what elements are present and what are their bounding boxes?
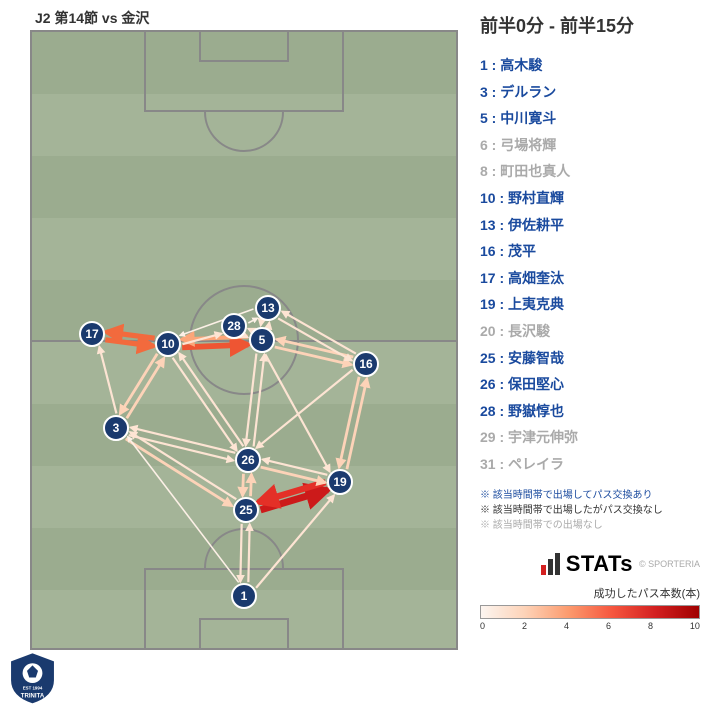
pass-edge [248,318,257,323]
player-item-19: 19 : 上夷克典 [480,291,700,318]
player-node-17: 17 [79,321,105,347]
player-node-13: 13 [255,295,281,321]
copyright: © SPORTERIA [639,559,700,569]
team-logo: EST 1994 TRINITA [5,650,60,705]
pass-edge [256,370,352,448]
pass-edge [248,329,251,330]
pass-edge [265,354,330,471]
player-node-1: 1 [231,583,257,609]
player-item-17: 17 : 高畑奎汰 [480,265,700,292]
colorbar-tick: 8 [648,621,653,631]
colorbar-tick: 4 [564,621,569,631]
main-container: J2 第14節 vs 金沢 1351013161719252628 EST 19… [0,0,710,720]
pass-edge [106,332,154,338]
colorbar-ticks: 0 2 4 6 8 10 [480,621,700,631]
svg-text:EST 1994: EST 1994 [23,686,43,691]
stats-brand: STATs © SPORTERIA [480,551,700,577]
player-item-3: 3 : デルラン [480,79,700,106]
pitch-area: J2 第14節 vs 金沢 1351013161719252628 EST 19… [0,0,470,720]
player-node-25: 25 [233,497,259,523]
stats-text: STATs [566,551,633,577]
pass-edge [105,340,153,346]
player-item-1: 1 : 高木駿 [480,52,700,79]
pass-edge [278,318,352,360]
colorbar-label: 成功したパス本数(本) [480,585,700,601]
player-node-16: 16 [353,351,379,377]
pass-edge [245,336,248,337]
pass-edge [269,322,270,326]
legend-note-nopass: ※ 該当時間帯で出場したがパス交換なし [480,503,700,518]
colorbar-tick: 0 [480,621,485,631]
player-item-29: 29 : 宇津元伸弥 [480,424,700,451]
player-item-13: 13 : 伊佐耕平 [480,212,700,239]
pass-edge [179,353,243,446]
player-item-5: 5 : 中川寛斗 [480,105,700,132]
pass-edge [275,347,352,365]
colorbar [480,605,700,619]
pass-edge [243,474,244,496]
pass-edge [251,474,252,496]
pass-edge [182,345,248,348]
legend-notes: ※ 該当時間帯で出場してパス交換あり ※ 該当時間帯で出場したがパス交換なし ※… [480,488,700,533]
pass-edge [282,311,356,353]
pass-edge [248,524,249,582]
pass-edge [127,358,164,418]
pass-edge [261,467,326,482]
colorbar-tick: 10 [690,621,700,631]
player-item-31: 31 : ペレイラ [480,451,700,478]
player-node-10: 10 [155,331,181,357]
player-item-6: 6 : 弓場将輝 [480,132,700,159]
player-list: 1 : 高木駿3 : デルラン5 : 中川寛斗6 : 弓場将輝8 : 町田也真人… [480,52,700,478]
player-item-26: 26 : 保田堅心 [480,371,700,398]
pass-edge [99,347,116,414]
colorbar-tick: 6 [606,621,611,631]
player-node-19: 19 [327,469,353,495]
pass-edge [240,524,241,582]
sidebar: 前半0分 - 前半15分 1 : 高木駿3 : デルラン5 : 中川寛斗6 : … [470,0,710,720]
player-item-25: 25 : 安藤智哉 [480,345,700,372]
player-item-8: 8 : 町田也真人 [480,158,700,185]
player-node-28: 28 [221,313,247,339]
legend-note-notplayed: ※ 該当時間帯での出場なし [480,518,700,533]
player-node-3: 3 [103,415,129,441]
player-node-26: 26 [235,447,261,473]
pass-edge [261,321,262,325]
player-node-5: 5 [249,327,275,353]
player-item-28: 28 : 野嶽惇也 [480,398,700,425]
time-range-title: 前半0分 - 前半15分 [480,12,700,38]
pass-edge [130,432,236,499]
pass-edge [173,358,237,451]
legend-note-active: ※ 該当時間帯で出場してパス交換あり [480,488,700,503]
player-item-20: 20 : 長沢駿 [480,318,700,345]
player-item-16: 16 : 茂平 [480,238,700,265]
colorbar-tick: 2 [522,621,527,631]
stats-icon [540,553,560,575]
match-title: J2 第14節 vs 金沢 [35,8,149,28]
pass-edge [120,354,157,414]
svg-text:TRINITA: TRINITA [21,693,45,699]
pass-edge [263,459,328,474]
player-item-10: 10 : 野村直輝 [480,185,700,212]
